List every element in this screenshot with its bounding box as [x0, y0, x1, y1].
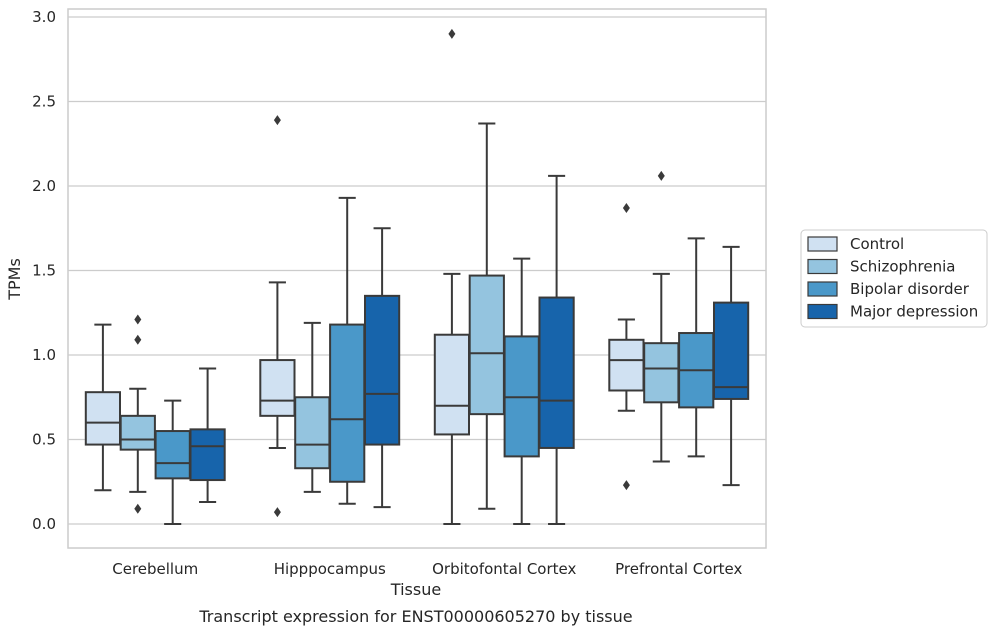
legend-label: Control	[850, 235, 904, 253]
x-tick-label: Cerebellum	[112, 560, 198, 578]
y-tick-label: 3.0	[32, 8, 56, 26]
outlier-point	[622, 202, 630, 213]
outlier-point	[134, 314, 142, 325]
y-tick-label: 2.0	[32, 177, 56, 195]
box-bipolar-disorder	[329, 196, 366, 505]
iqr-box	[189, 428, 226, 482]
iqr-box	[433, 333, 471, 436]
y-tick-label: 0.5	[32, 431, 56, 449]
legend-swatch	[807, 258, 838, 275]
iqr-box	[363, 294, 401, 446]
y-tick-label: 2.5	[32, 93, 56, 111]
outlier-point	[622, 480, 630, 491]
y-tick-label: 1.5	[32, 262, 56, 280]
legend-swatch	[807, 281, 838, 297]
iqr-box	[643, 342, 680, 404]
y-tick-label: 1.0	[32, 346, 56, 364]
iqr-box	[608, 338, 645, 392]
outlier-point	[657, 170, 665, 181]
x-tick-label: Prefrontal Cortex	[615, 560, 742, 578]
legend: Control Schizophrenia Bipolar disorder Majo…	[800, 229, 988, 328]
iqr-box	[154, 430, 191, 480]
y-axis-label: TPMs	[5, 258, 24, 301]
box-control	[433, 28, 471, 525]
outlier-point	[448, 28, 456, 39]
box-control	[259, 115, 296, 518]
iqr-box	[712, 301, 750, 400]
x-axis-ticks: Cerebellum Hipppocampus Orbitofontal Corte…	[112, 560, 742, 578]
box-bipolar-disorder	[503, 257, 540, 525]
box-schizophrenia	[643, 170, 680, 463]
x-tick-label: Hipppocampus	[274, 560, 386, 578]
iqr-box	[294, 396, 331, 470]
x-tick-label: Orbitofontal Cortex	[432, 560, 576, 578]
legend-frame	[800, 229, 988, 328]
x-axis-label: Tissue	[390, 580, 441, 599]
y-axis-ticks: 0.0 0.5 1.0 1.5 2.0 2.5 3.0	[32, 8, 56, 533]
box-major-depression	[712, 245, 750, 487]
box-major-depression	[189, 367, 226, 504]
outlier-point	[273, 115, 281, 126]
legend-swatch	[807, 236, 838, 252]
iqr-box	[468, 274, 505, 416]
iqr-box	[119, 414, 156, 451]
plot-frame	[67, 8, 767, 549]
box-control	[608, 202, 645, 491]
box-major-depression	[538, 174, 575, 525]
outlier-point	[273, 507, 281, 518]
iqr-box	[84, 391, 122, 446]
box-major-depression	[363, 227, 401, 509]
box-bipolar-disorder	[154, 399, 191, 525]
box-schizophrenia	[468, 122, 505, 510]
box-schizophrenia	[294, 321, 331, 493]
box-control	[84, 323, 122, 492]
legend-swatch	[807, 303, 838, 320]
y-tick-label: 0.0	[32, 515, 56, 533]
legend-label: Major depression	[850, 303, 978, 321]
box-schizophrenia	[119, 314, 156, 514]
legend-label: Bipolar disorder	[850, 280, 970, 298]
iqr-box	[259, 359, 296, 417]
legend-label: Schizophrenia	[850, 258, 955, 276]
figure-caption: Transcript expression for ENST0000060527…	[198, 607, 632, 626]
iqr-box	[538, 296, 575, 449]
outlier-point	[134, 334, 142, 345]
boxes	[84, 28, 750, 525]
outlier-point	[134, 503, 142, 514]
iqr-box	[329, 323, 366, 483]
box-bipolar-disorder	[678, 237, 715, 458]
